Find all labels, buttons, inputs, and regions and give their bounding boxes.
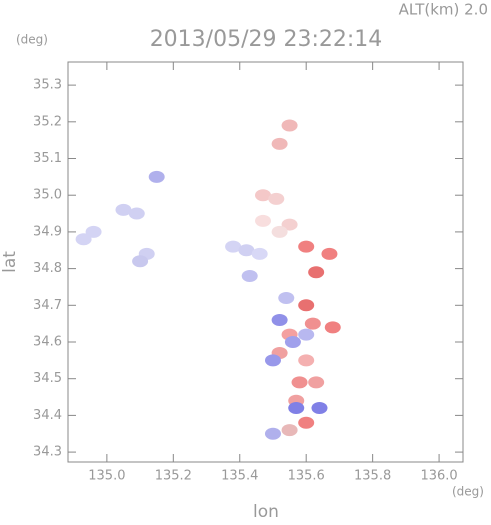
y-tick-label: 34.8 [33,261,62,276]
subtitle: ALT(km) 2.0 [399,1,488,19]
x-tick-label: 135.4 [221,469,258,484]
x-tick-label: 135.2 [155,469,192,484]
echo-cluster [148,170,165,183]
echo-cluster [304,317,321,330]
y-tick-label: 35.3 [33,78,62,93]
echo-cluster [271,137,288,150]
y-tick-label: 34.9 [33,224,62,239]
echo-cluster [264,354,281,367]
y-unit: (deg) [16,33,48,47]
echo-cluster [281,424,298,437]
x-unit: (deg) [452,485,484,499]
echo-cluster [281,218,298,231]
echo-cluster [284,336,301,348]
x-tick-label: 135.6 [288,469,325,484]
echo-cluster [298,354,315,367]
echo-cluster [128,207,145,220]
y-tick-label: 34.4 [33,408,62,423]
echo-cluster [311,402,328,415]
echo-cluster [308,266,325,279]
echo-cluster [271,225,288,238]
echo-cluster [298,416,315,429]
echo-cluster [308,376,325,389]
y-tick-label: 35.0 [33,188,62,203]
echo-cluster [251,247,268,260]
echo-cluster [255,214,272,227]
echo-cluster [291,376,308,389]
echo-cluster [132,255,149,268]
chart-title: 2013/05/29 23:22:14 [150,27,383,52]
echo-cluster [298,328,315,341]
echo-cluster [321,247,338,260]
echo-cluster [281,119,298,132]
echo-cluster [115,203,132,216]
x-tick-label: 135.8 [354,469,391,484]
y-axis-label: lat [0,251,20,273]
y-tick-label: 34.6 [33,335,62,350]
echo-cluster [298,240,315,253]
y-tick-label: 35.2 [33,114,62,129]
echo-cluster [255,189,272,202]
echo-cluster [268,192,285,205]
x-tick-label: 136.0 [420,469,457,484]
echo-cluster [241,269,258,282]
x-tick-label: 135.0 [88,469,125,484]
y-tick-label: 34.7 [33,298,62,313]
plot-frame [67,61,464,463]
echo-cluster [264,427,281,440]
echo-cluster [298,299,315,312]
x-axis-label: lon [253,502,279,521]
y-tick-label: 34.3 [33,445,62,460]
echo-cluster [225,240,242,253]
echo-cluster [238,244,255,257]
echo-cluster [288,402,305,415]
y-tick-label: 35.1 [33,151,62,166]
echo-cluster [324,321,341,334]
echo-cluster [278,291,295,304]
y-tick-label: 34.5 [33,371,62,386]
echo-cluster [271,313,288,326]
echo-cluster [75,233,92,246]
echo-cluster [85,225,102,238]
